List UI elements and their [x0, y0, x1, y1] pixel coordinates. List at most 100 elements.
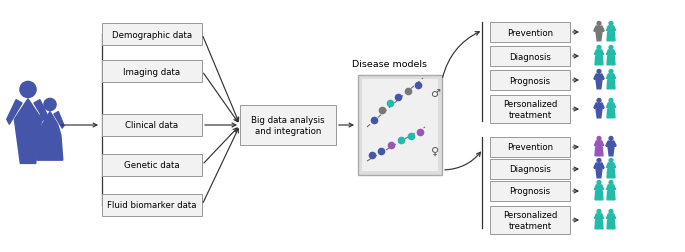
- Text: Personalized
treatment: Personalized treatment: [503, 210, 557, 230]
- Circle shape: [597, 70, 601, 74]
- Polygon shape: [607, 103, 615, 118]
- FancyBboxPatch shape: [358, 76, 442, 175]
- FancyBboxPatch shape: [490, 47, 570, 67]
- Polygon shape: [596, 103, 602, 118]
- Text: Personalized
treatment: Personalized treatment: [503, 100, 557, 119]
- Polygon shape: [600, 103, 604, 109]
- Polygon shape: [54, 112, 64, 129]
- Text: Fluid biomarker data: Fluid biomarker data: [108, 201, 197, 210]
- Circle shape: [597, 22, 601, 26]
- Polygon shape: [594, 163, 597, 169]
- FancyBboxPatch shape: [490, 181, 570, 201]
- FancyBboxPatch shape: [102, 24, 202, 46]
- Polygon shape: [34, 100, 49, 125]
- Polygon shape: [607, 50, 615, 66]
- Polygon shape: [594, 75, 597, 80]
- Text: ♂: ♂: [430, 89, 440, 99]
- Polygon shape: [607, 185, 610, 190]
- Polygon shape: [607, 214, 610, 219]
- Circle shape: [597, 46, 601, 50]
- Polygon shape: [607, 26, 615, 42]
- Polygon shape: [607, 74, 610, 79]
- Circle shape: [609, 137, 613, 141]
- Polygon shape: [607, 103, 610, 108]
- FancyBboxPatch shape: [490, 159, 570, 179]
- FancyBboxPatch shape: [102, 61, 202, 83]
- Circle shape: [597, 210, 601, 213]
- Polygon shape: [600, 185, 603, 190]
- Polygon shape: [607, 185, 615, 200]
- Polygon shape: [607, 214, 615, 229]
- Polygon shape: [36, 112, 46, 129]
- Text: Prognosis: Prognosis: [510, 187, 551, 196]
- Polygon shape: [612, 185, 615, 190]
- Polygon shape: [612, 74, 615, 79]
- Circle shape: [597, 137, 601, 141]
- FancyBboxPatch shape: [362, 80, 438, 171]
- Polygon shape: [595, 50, 603, 66]
- Text: Clinical data: Clinical data: [125, 121, 179, 130]
- Polygon shape: [595, 214, 603, 229]
- FancyBboxPatch shape: [102, 194, 202, 216]
- Text: Imaging data: Imaging data: [123, 67, 181, 76]
- FancyBboxPatch shape: [102, 115, 202, 137]
- Polygon shape: [612, 103, 615, 108]
- Polygon shape: [596, 26, 602, 42]
- Text: Genetic data: Genetic data: [124, 161, 180, 170]
- Polygon shape: [600, 141, 603, 146]
- Text: Disease models: Disease models: [353, 60, 427, 69]
- Polygon shape: [595, 50, 598, 56]
- Circle shape: [609, 99, 613, 103]
- Polygon shape: [607, 163, 610, 168]
- Text: Diagnosis: Diagnosis: [509, 165, 551, 174]
- FancyBboxPatch shape: [102, 154, 202, 176]
- Text: Prevention: Prevention: [507, 28, 553, 37]
- Polygon shape: [600, 50, 603, 56]
- Text: Prevention: Prevention: [507, 143, 553, 152]
- Text: Demographic data: Demographic data: [112, 30, 192, 39]
- Polygon shape: [607, 50, 610, 56]
- Polygon shape: [607, 26, 610, 32]
- Polygon shape: [594, 27, 597, 33]
- FancyBboxPatch shape: [490, 23, 570, 43]
- Circle shape: [609, 159, 613, 163]
- FancyBboxPatch shape: [490, 71, 570, 91]
- Polygon shape: [596, 163, 602, 178]
- Polygon shape: [612, 50, 615, 56]
- Polygon shape: [600, 214, 603, 219]
- Circle shape: [44, 99, 56, 111]
- Polygon shape: [596, 74, 602, 89]
- Polygon shape: [612, 141, 616, 147]
- Polygon shape: [595, 141, 603, 156]
- Polygon shape: [600, 163, 604, 169]
- Polygon shape: [612, 26, 615, 32]
- Polygon shape: [595, 185, 598, 190]
- Polygon shape: [14, 99, 42, 164]
- Polygon shape: [607, 74, 615, 89]
- Circle shape: [597, 159, 601, 163]
- Circle shape: [609, 22, 613, 26]
- Circle shape: [20, 82, 36, 98]
- Text: Big data analysis
and integration: Big data analysis and integration: [251, 116, 325, 135]
- Text: Diagnosis: Diagnosis: [509, 52, 551, 61]
- Circle shape: [609, 181, 613, 184]
- FancyBboxPatch shape: [490, 137, 570, 158]
- Polygon shape: [37, 112, 63, 161]
- Text: Prognosis: Prognosis: [510, 76, 551, 85]
- Polygon shape: [595, 214, 598, 219]
- Polygon shape: [612, 163, 615, 168]
- Text: ♀: ♀: [431, 146, 439, 156]
- Polygon shape: [607, 163, 615, 178]
- Polygon shape: [608, 141, 614, 156]
- FancyBboxPatch shape: [490, 96, 570, 123]
- Circle shape: [609, 70, 613, 74]
- Polygon shape: [595, 185, 603, 200]
- Circle shape: [609, 46, 613, 50]
- Polygon shape: [606, 141, 610, 147]
- FancyBboxPatch shape: [490, 206, 570, 234]
- FancyBboxPatch shape: [240, 106, 336, 145]
- Polygon shape: [7, 100, 22, 125]
- Polygon shape: [612, 214, 615, 219]
- Circle shape: [597, 181, 601, 184]
- Circle shape: [597, 99, 601, 103]
